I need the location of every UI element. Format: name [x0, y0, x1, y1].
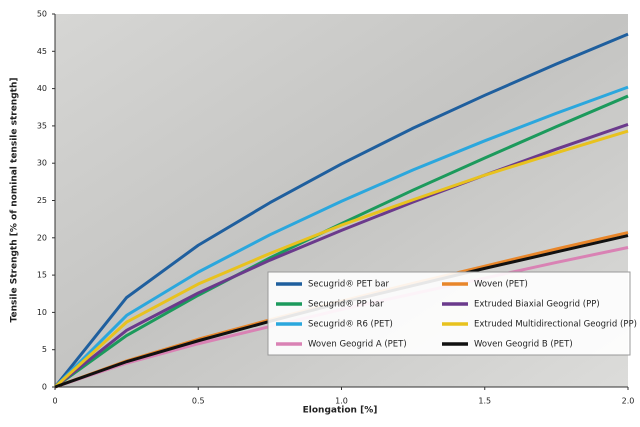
y-tick-label: 0 — [42, 383, 47, 392]
y-tick-label: 35 — [37, 121, 47, 130]
legend-label: Secugrid® PP bar — [308, 300, 384, 310]
legend-label: Extruded Biaxial Geogrid (PP) — [474, 300, 600, 310]
y-tick-label: 40 — [37, 84, 47, 93]
legend-label: Woven Geogrid A (PET) — [308, 340, 407, 350]
y-axis-label: Tensile Strength [% of nominal tensile s… — [10, 78, 20, 323]
series-line — [53, 85, 629, 389]
x-axis-label: Elongation [%] — [303, 406, 378, 416]
x-tick-label: 0.5 — [192, 397, 205, 406]
series-line — [53, 129, 629, 389]
y-tick-label: 50 — [37, 10, 47, 19]
legend-label: Secugrid® PET bar — [308, 280, 390, 290]
x-tick-label: 2.0 — [622, 397, 635, 406]
legend-label: Woven (PET) — [474, 280, 528, 290]
legend: Secugrid® PET bar Secugrid® PP bar Secugri… — [267, 271, 637, 356]
x-tick-label: 1.0 — [335, 397, 348, 406]
y-tick-label: 5 — [42, 345, 47, 354]
y-tick-label: 45 — [37, 47, 47, 56]
series-line — [53, 32, 629, 388]
y-tick-label: 10 — [37, 308, 47, 317]
y-tick-label: 25 — [37, 196, 47, 205]
y-tick-label: 20 — [37, 233, 47, 242]
legend-label: Secugrid® R6 (PET) — [308, 320, 393, 330]
legend-label: Extruded Multidirectional Geogrid (PP) — [474, 320, 637, 330]
y-tick-label: 15 — [37, 271, 47, 280]
legend-box — [267, 271, 631, 356]
series-line — [54, 122, 629, 389]
y-tick-label: 30 — [37, 159, 47, 168]
x-tick-label: 1.5 — [478, 397, 491, 406]
x-tick-label: 0 — [52, 397, 57, 406]
legend-label: Woven Geogrid B (PET) — [474, 340, 573, 350]
